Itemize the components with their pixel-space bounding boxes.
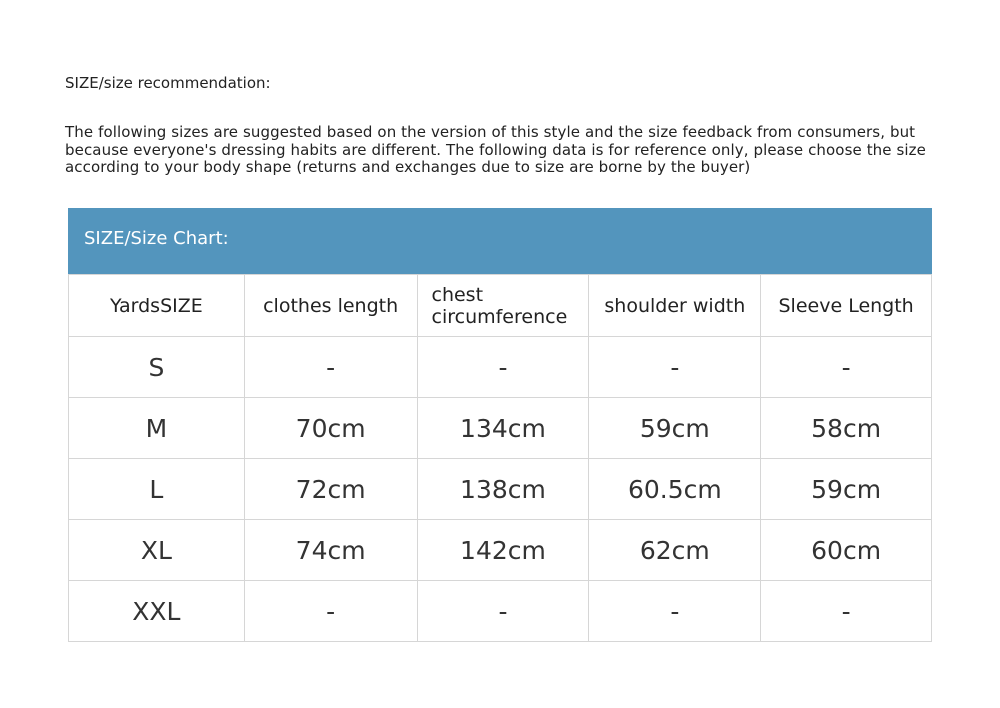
column-header: Sleeve Length xyxy=(760,274,932,337)
measurement-cell: 74cm xyxy=(243,519,418,581)
size-cell: XXL xyxy=(68,580,245,642)
measurement-cell: 59cm xyxy=(760,458,932,520)
section-title: SIZE/size recommendation: xyxy=(65,74,271,92)
measurement-cell: 72cm xyxy=(243,458,418,520)
table-row: XL 74cm 142cm 62cm 60cm xyxy=(68,519,932,581)
measurement-cell: 134cm xyxy=(416,397,590,459)
measurement-cell: 70cm xyxy=(243,397,418,459)
measurement-cell: 142cm xyxy=(416,519,590,581)
measurement-cell: 138cm xyxy=(416,458,590,520)
table-row: M 70cm 134cm 59cm 58cm xyxy=(68,397,932,459)
column-header: clothes length xyxy=(243,274,418,337)
measurement-cell: 58cm xyxy=(760,397,932,459)
measurement-cell: 62cm xyxy=(588,519,762,581)
measurement-cell: - xyxy=(760,580,932,642)
measurement-cell: 60.5cm xyxy=(588,458,762,520)
table-row: XXL - - - - xyxy=(68,580,932,642)
size-cell: L xyxy=(68,458,245,520)
measurement-cell: - xyxy=(416,336,590,398)
measurement-cell: - xyxy=(243,336,418,398)
size-cell: M xyxy=(68,397,245,459)
measurement-cell: 60cm xyxy=(760,519,932,581)
measurement-cell: - xyxy=(588,580,762,642)
table-header-row: YardsSIZE clothes length chest circumfer… xyxy=(68,274,932,337)
measurement-cell: - xyxy=(760,336,932,398)
column-header: shoulder width xyxy=(588,274,762,337)
table-row: L 72cm 138cm 60.5cm 59cm xyxy=(68,458,932,520)
measurement-cell: 59cm xyxy=(588,397,762,459)
size-chart-table: YardsSIZE clothes length chest circumfer… xyxy=(68,274,932,642)
table-row: S---- xyxy=(68,336,932,398)
size-description: The following sizes are suggested based … xyxy=(65,123,926,176)
measurement-cell: - xyxy=(588,336,762,398)
size-cell: XL xyxy=(68,519,245,581)
measurement-cell: - xyxy=(416,580,590,642)
size-chart-caption: SIZE/Size Chart: xyxy=(68,208,932,274)
column-header: chest circumference xyxy=(416,274,590,337)
size-cell: S xyxy=(68,336,245,398)
measurement-cell: - xyxy=(243,580,418,642)
column-header: YardsSIZE xyxy=(68,274,245,337)
